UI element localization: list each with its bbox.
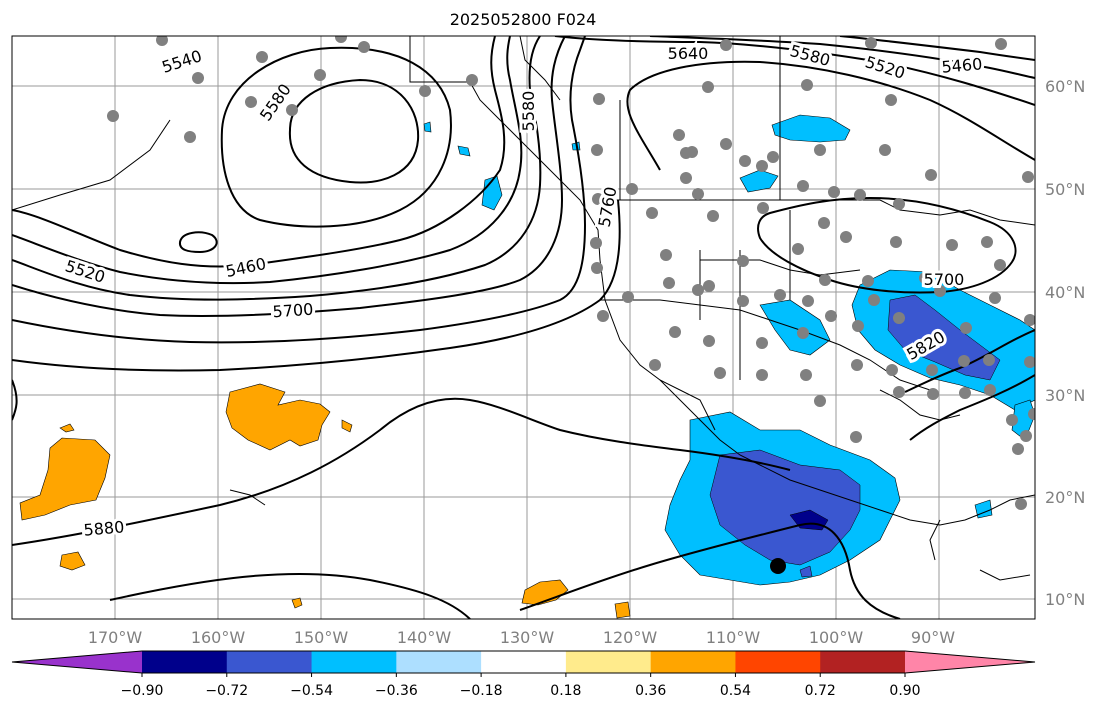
colorbar-segment	[311, 651, 397, 673]
colorbar-extend-high	[905, 651, 1035, 673]
colorbar-segment	[565, 651, 652, 673]
x-tick-label: 120°W	[603, 628, 658, 647]
y-tick-label: 60°N	[1045, 77, 1085, 96]
colorbar: −0.90 −0.72 −0.54 −0.36 −0.18 0.18 0.36 0.54 0.7…	[11, 650, 1036, 699]
x-tick-label: 130°W	[500, 628, 555, 647]
positive-shading	[19, 383, 631, 619]
colorbar-segment	[820, 651, 906, 673]
colorbar-label: 0.90	[889, 683, 920, 699]
height-contours	[12, 36, 1035, 619]
colorbar-segment	[142, 651, 228, 673]
colorbar-segment	[735, 651, 821, 673]
x-tick-label: 140°W	[397, 628, 452, 647]
x-tick-label: 100°W	[809, 628, 864, 647]
y-tick-label: 20°N	[1045, 488, 1085, 507]
colorbar-segment	[226, 651, 313, 673]
colorbar-label: 0.18	[550, 683, 581, 699]
colorbar-label: −0.72	[205, 683, 248, 699]
negative-shading-medium	[709, 294, 1001, 578]
colorbar-segment	[650, 651, 736, 673]
station-dots	[107, 36, 1035, 510]
map-title: 2025052800 F024	[449, 10, 597, 29]
colorbar-segment	[396, 651, 482, 673]
x-tick-label: 170°W	[88, 628, 143, 647]
center-marker	[770, 558, 786, 574]
svg-text:5700: 5700	[272, 300, 314, 322]
x-axis-ticks: 170°W 160°W 150°W 140°W 130°W 120°W 110°…	[88, 628, 955, 647]
y-tick-label: 30°N	[1045, 386, 1085, 405]
y-tick-label: 40°N	[1045, 283, 1085, 302]
y-tick-label: 50°N	[1045, 180, 1085, 199]
x-tick-label: 160°W	[191, 628, 246, 647]
colorbar-label: 0.54	[720, 683, 751, 699]
svg-text:5700: 5700	[924, 270, 965, 289]
colorbar-extend-low	[12, 651, 142, 673]
svg-text:5460: 5460	[941, 54, 983, 76]
colorbar-label: −0.54	[290, 683, 333, 699]
colorbar-segment	[481, 651, 567, 673]
x-tick-label: 150°W	[294, 628, 349, 647]
svg-text:5580: 5580	[519, 91, 538, 132]
colorbar-label: −0.36	[375, 683, 418, 699]
x-tick-label: 110°W	[706, 628, 761, 647]
colorbar-label: 0.36	[635, 683, 666, 699]
y-axis-ticks: 60°N 50°N 40°N 30°N 20°N 10°N	[1045, 77, 1085, 609]
y-tick-label: 10°N	[1045, 590, 1085, 609]
colorbar-label: −0.18	[460, 683, 503, 699]
colorbar-label: 0.72	[805, 683, 836, 699]
colorbar-label: −0.90	[121, 683, 164, 699]
x-tick-label: 90°W	[911, 628, 955, 647]
map-frame	[11, 35, 1036, 620]
svg-text:5880: 5880	[83, 517, 125, 539]
svg-text:5640: 5640	[668, 44, 709, 63]
